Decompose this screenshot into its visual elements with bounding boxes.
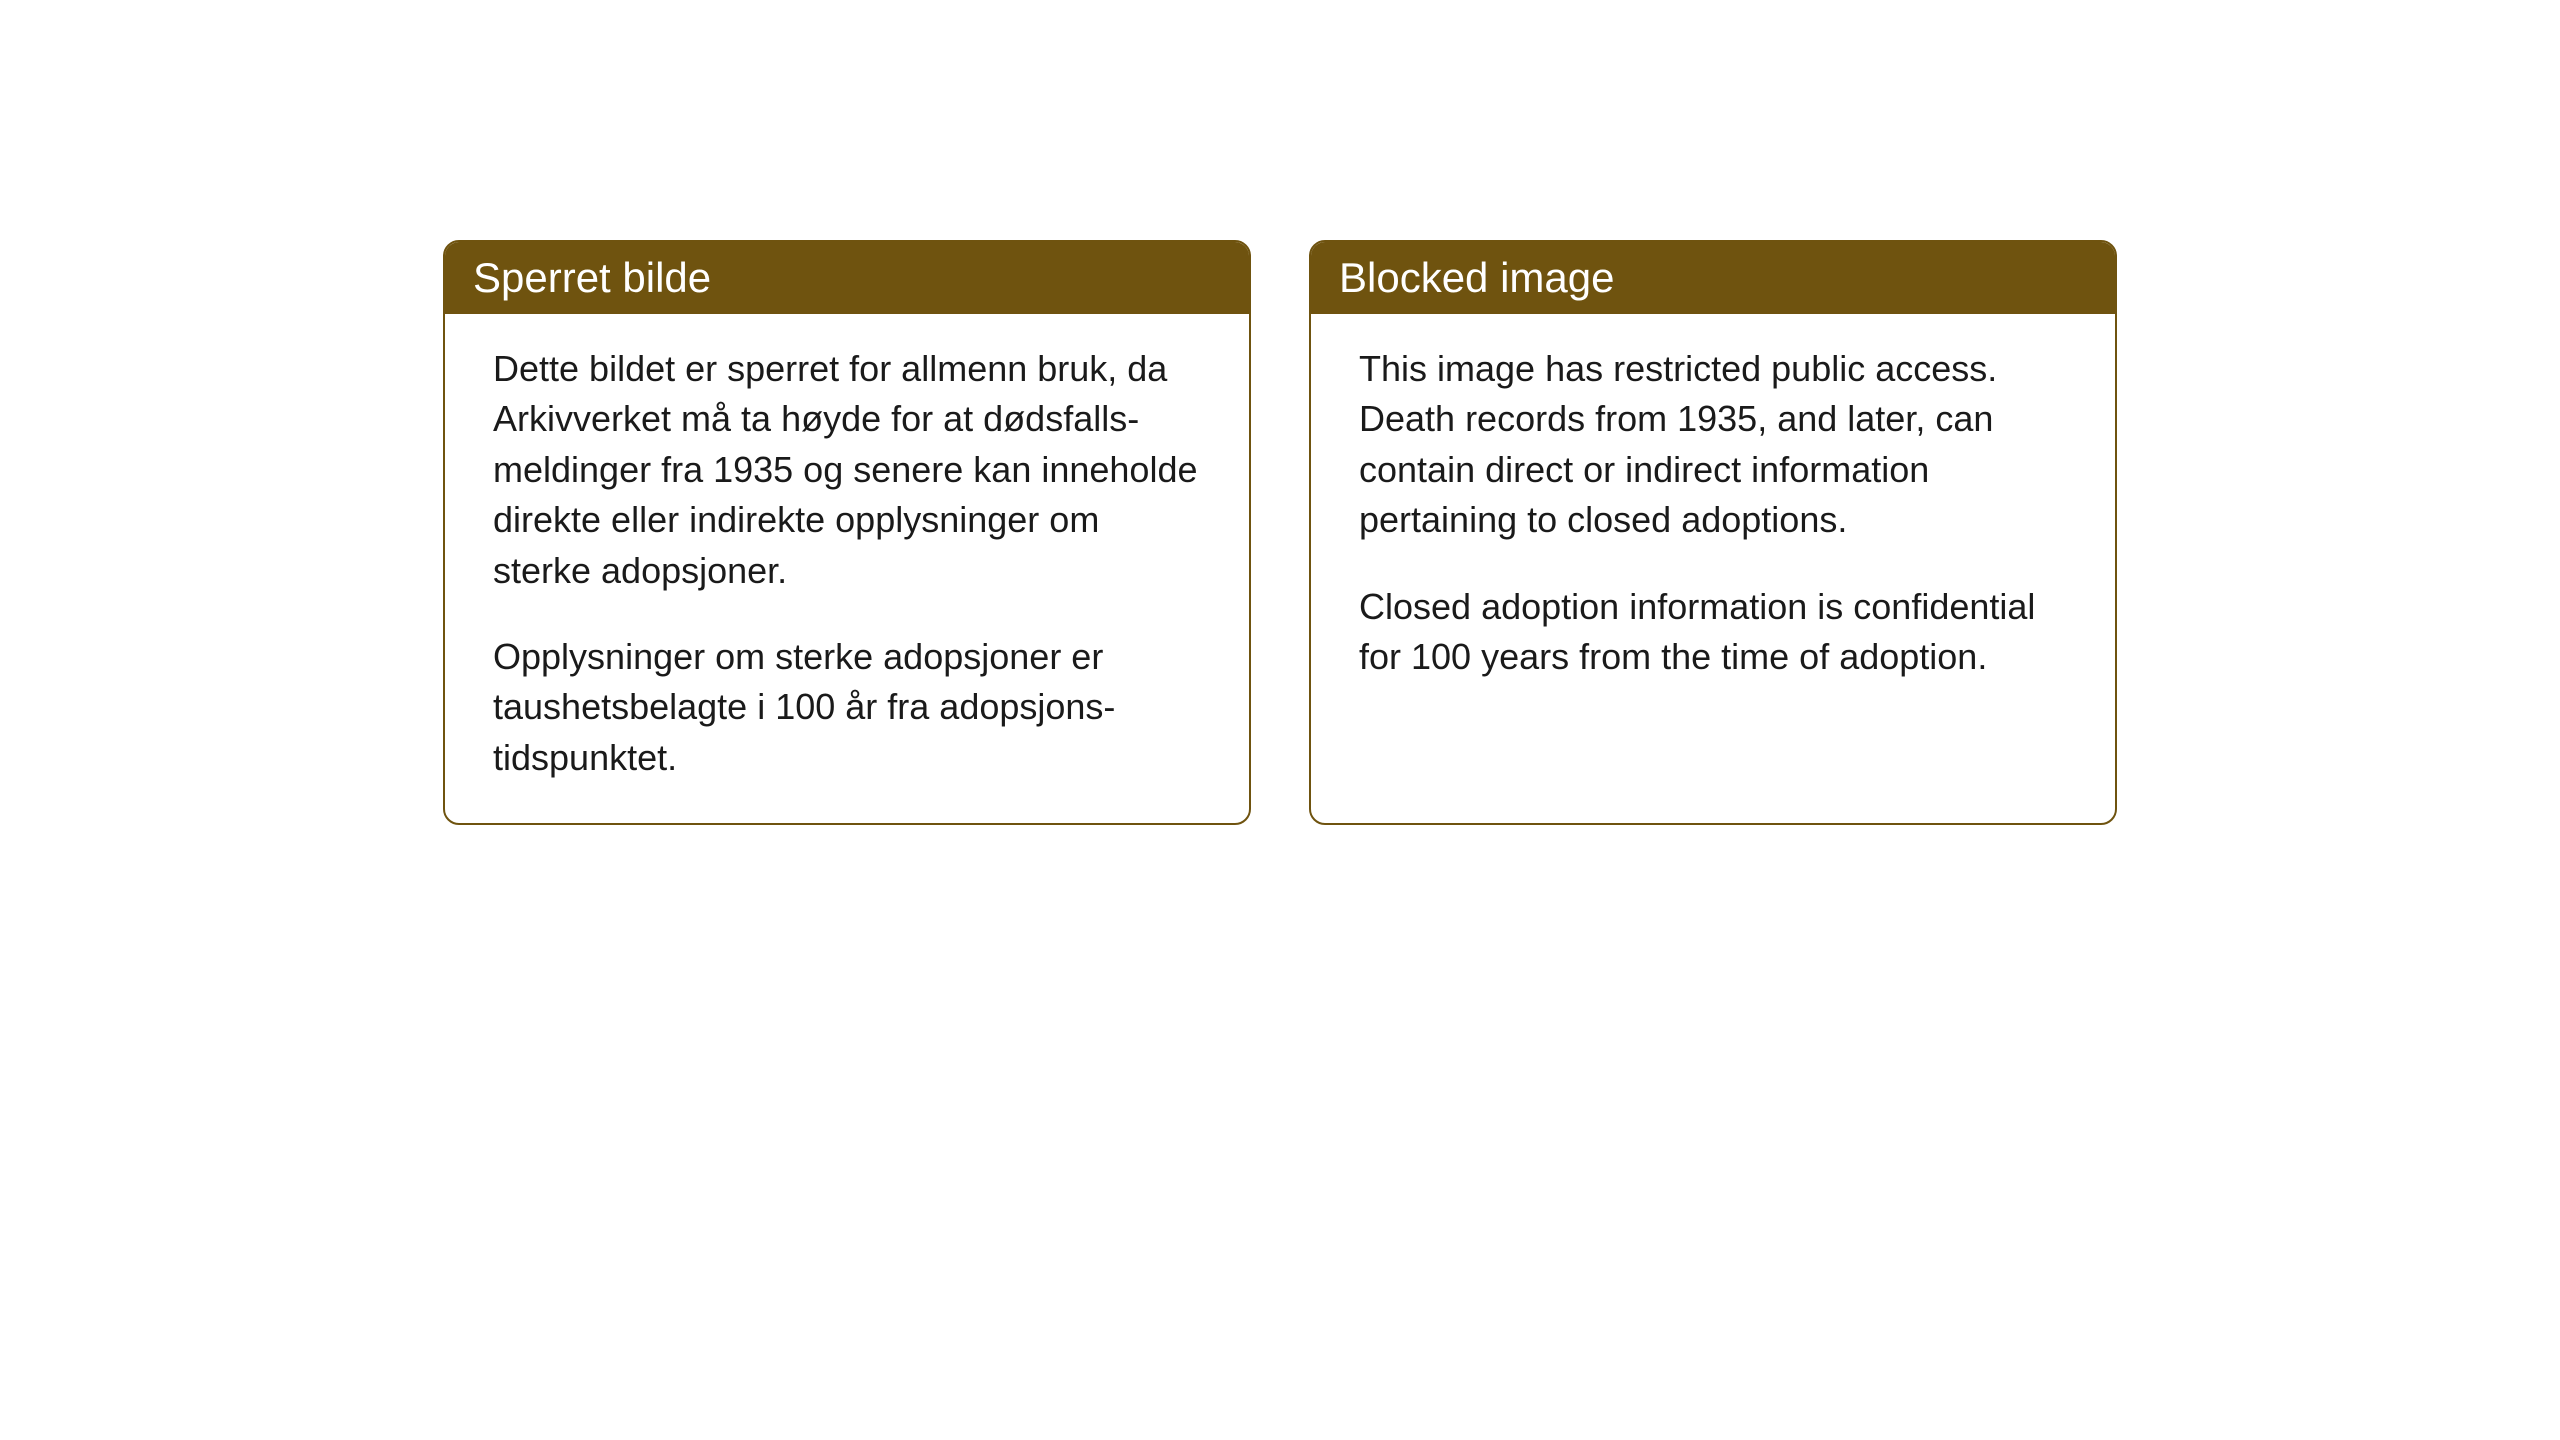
card-body: This image has restricted public access.…	[1311, 314, 2115, 734]
card-body: Dette bildet er sperret for allmenn bruk…	[445, 314, 1249, 823]
notice-card-norwegian: Sperret bilde Dette bildet er sperret fo…	[443, 240, 1251, 825]
card-title: Blocked image	[1339, 254, 1614, 301]
card-title: Sperret bilde	[473, 254, 711, 301]
card-header: Blocked image	[1311, 242, 2115, 314]
cards-container: Sperret bilde Dette bildet er sperret fo…	[443, 240, 2117, 825]
card-header: Sperret bilde	[445, 242, 1249, 314]
notice-paragraph: This image has restricted public access.…	[1359, 344, 2067, 546]
notice-paragraph: Opplysninger om sterke adopsjoner er tau…	[493, 632, 1201, 783]
notice-card-english: Blocked image This image has restricted …	[1309, 240, 2117, 825]
notice-paragraph: Closed adoption information is confident…	[1359, 582, 2067, 683]
notice-paragraph: Dette bildet er sperret for allmenn bruk…	[493, 344, 1201, 596]
